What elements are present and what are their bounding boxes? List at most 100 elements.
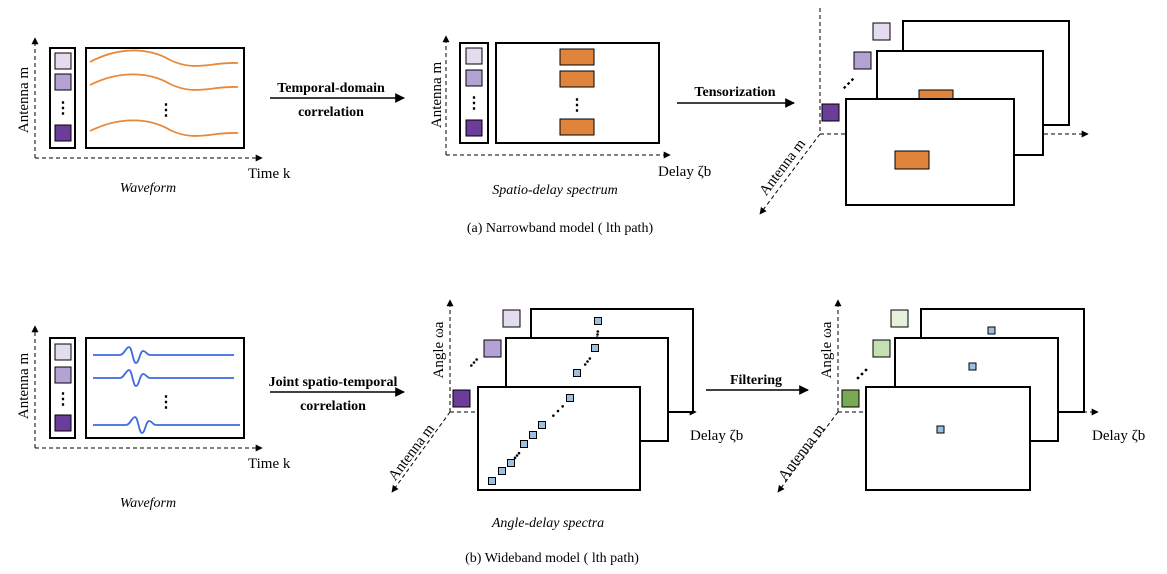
antenna-element	[54, 414, 72, 432]
waveform-y-label: Antenna m	[16, 67, 32, 134]
step-label: correlation	[298, 105, 364, 120]
waveform-y-label: Antenna m	[16, 353, 32, 420]
antenna-element	[465, 47, 483, 65]
antenna-element	[452, 389, 471, 408]
antenna-element	[502, 309, 521, 328]
waveform-box	[85, 337, 245, 439]
spectrum-caption: Spatio-delay spectrum	[492, 183, 618, 198]
filtered-slice	[865, 386, 1031, 491]
spectrum-x-label: Delay ζb	[658, 164, 711, 180]
trail-dot	[513, 456, 517, 460]
spectra-caption: Angle-delay spectra	[491, 516, 604, 531]
antenna-element	[54, 73, 72, 91]
step-label: Temporal-domain	[277, 81, 385, 96]
narrowband-tensor-panel: Antenna m ⋮	[756, 8, 1089, 215]
trail-dot	[596, 330, 600, 333]
spectrum-point	[594, 317, 602, 325]
trail-dot	[561, 405, 564, 408]
ellipsis: ⋮	[837, 72, 860, 95]
spectrum-point	[507, 459, 515, 467]
wideband-waveform-panel: Antenna m Time k Waveform ⋮ ⋮	[16, 325, 291, 511]
spectrum-point	[488, 477, 496, 485]
antenna-element	[821, 103, 840, 122]
ellipsis: ⋮	[55, 391, 71, 408]
spectrum-point	[520, 440, 528, 448]
delay-block	[894, 150, 930, 170]
spectra-depth-axis	[391, 411, 451, 493]
wideband-filtered-panel: Angle ωa Antenna m Delay ζb	[775, 299, 1145, 493]
filtered-point	[968, 362, 977, 371]
filtered-depth-axis	[777, 411, 839, 493]
ellipsis	[860, 372, 864, 376]
ellipsis: ⋮	[569, 97, 585, 114]
wideband-caption: (b) Wideband model ( lth path)	[465, 551, 639, 566]
pulse-waveform	[93, 346, 234, 364]
narrowband-waveform-panel: Antenna m Time k Waveform ⋮ ⋮	[16, 37, 291, 196]
antenna-element	[54, 366, 72, 384]
antenna-element	[890, 309, 909, 328]
antenna-element	[54, 124, 72, 142]
antenna-element	[465, 69, 483, 87]
step-label: Filtering	[730, 373, 782, 388]
narrowband-spectrum-panel: Antenna m Delay ζb Spatio-delay spectrum…	[429, 35, 711, 198]
narrowband-step1-arrow: Temporal-domain correlation	[270, 81, 405, 120]
filtered-point	[936, 425, 945, 434]
spectrum-point	[566, 394, 574, 402]
waveform-caption: Waveform	[120, 181, 176, 196]
filtered-x-label: Delay ζb	[1092, 428, 1145, 444]
antenna-element	[54, 343, 72, 361]
spectrum-y-label: Antenna m	[429, 62, 445, 129]
narrowband-step2-arrow: Tensorization	[677, 85, 795, 108]
step-label: Joint spatio-temporal	[269, 375, 398, 390]
antenna-element	[853, 51, 872, 70]
step-label: Tensorization	[694, 85, 775, 100]
antenna-element	[54, 52, 72, 70]
ellipsis	[864, 368, 868, 372]
antenna-element	[872, 22, 891, 41]
antenna-element	[465, 119, 483, 137]
trail-dot	[552, 414, 555, 417]
wideband-step2-arrow: Filtering	[706, 373, 809, 395]
waveform-x-label: Time k	[248, 166, 291, 182]
trail-dot	[583, 363, 587, 366]
waveform-curve	[89, 73, 239, 91]
delay-block	[559, 70, 595, 88]
waveform-x-label: Time k	[248, 456, 291, 472]
trail-dot	[595, 336, 599, 339]
delay-block	[559, 48, 595, 66]
filtered-y-label: Angle ωa	[819, 321, 835, 378]
spectra-y-label: Angle ωa	[431, 321, 447, 378]
trail-dot	[515, 454, 519, 457]
trail-dot	[556, 409, 560, 413]
ellipsis: ⋮	[466, 95, 482, 112]
spectrum-point	[529, 431, 537, 439]
wideband-spectra-panel: Angle ωa Antenna m Delay ζb Angle-delay …	[385, 299, 743, 531]
spectra-x-label: Delay ζb	[690, 428, 743, 444]
waveform-curve	[89, 119, 239, 137]
trail-dot	[472, 361, 476, 364]
spectrum-point	[538, 421, 546, 429]
ellipsis: ⋮	[158, 394, 174, 411]
step-label: correlation	[300, 399, 366, 414]
antenna-element	[483, 339, 502, 358]
ellipsis: ⋮	[55, 100, 71, 117]
tensor-slice	[845, 98, 1015, 206]
spectrum-points	[470, 317, 602, 485]
waveform-curve	[89, 49, 239, 67]
pulse-waveform	[93, 369, 234, 387]
ellipsis: ⋮	[158, 102, 174, 119]
trail-dot	[517, 451, 521, 455]
trail-dot	[475, 358, 478, 361]
antenna-element	[872, 339, 891, 358]
spectrum-point	[591, 344, 599, 352]
tensor-depth-label: Antenna m	[756, 136, 809, 199]
wideband-step1-arrow: Joint spatio-temporal correlation	[269, 375, 405, 414]
delay-block	[559, 118, 595, 136]
narrowband-caption: (a) Narrowband model ( lth path)	[467, 221, 654, 236]
trail-dot	[588, 357, 592, 360]
filtered-depth-label: Antenna m	[775, 421, 828, 484]
filtered-point	[987, 326, 996, 335]
pulse-waveform	[93, 416, 240, 434]
waveform-caption: Waveform	[120, 496, 176, 511]
